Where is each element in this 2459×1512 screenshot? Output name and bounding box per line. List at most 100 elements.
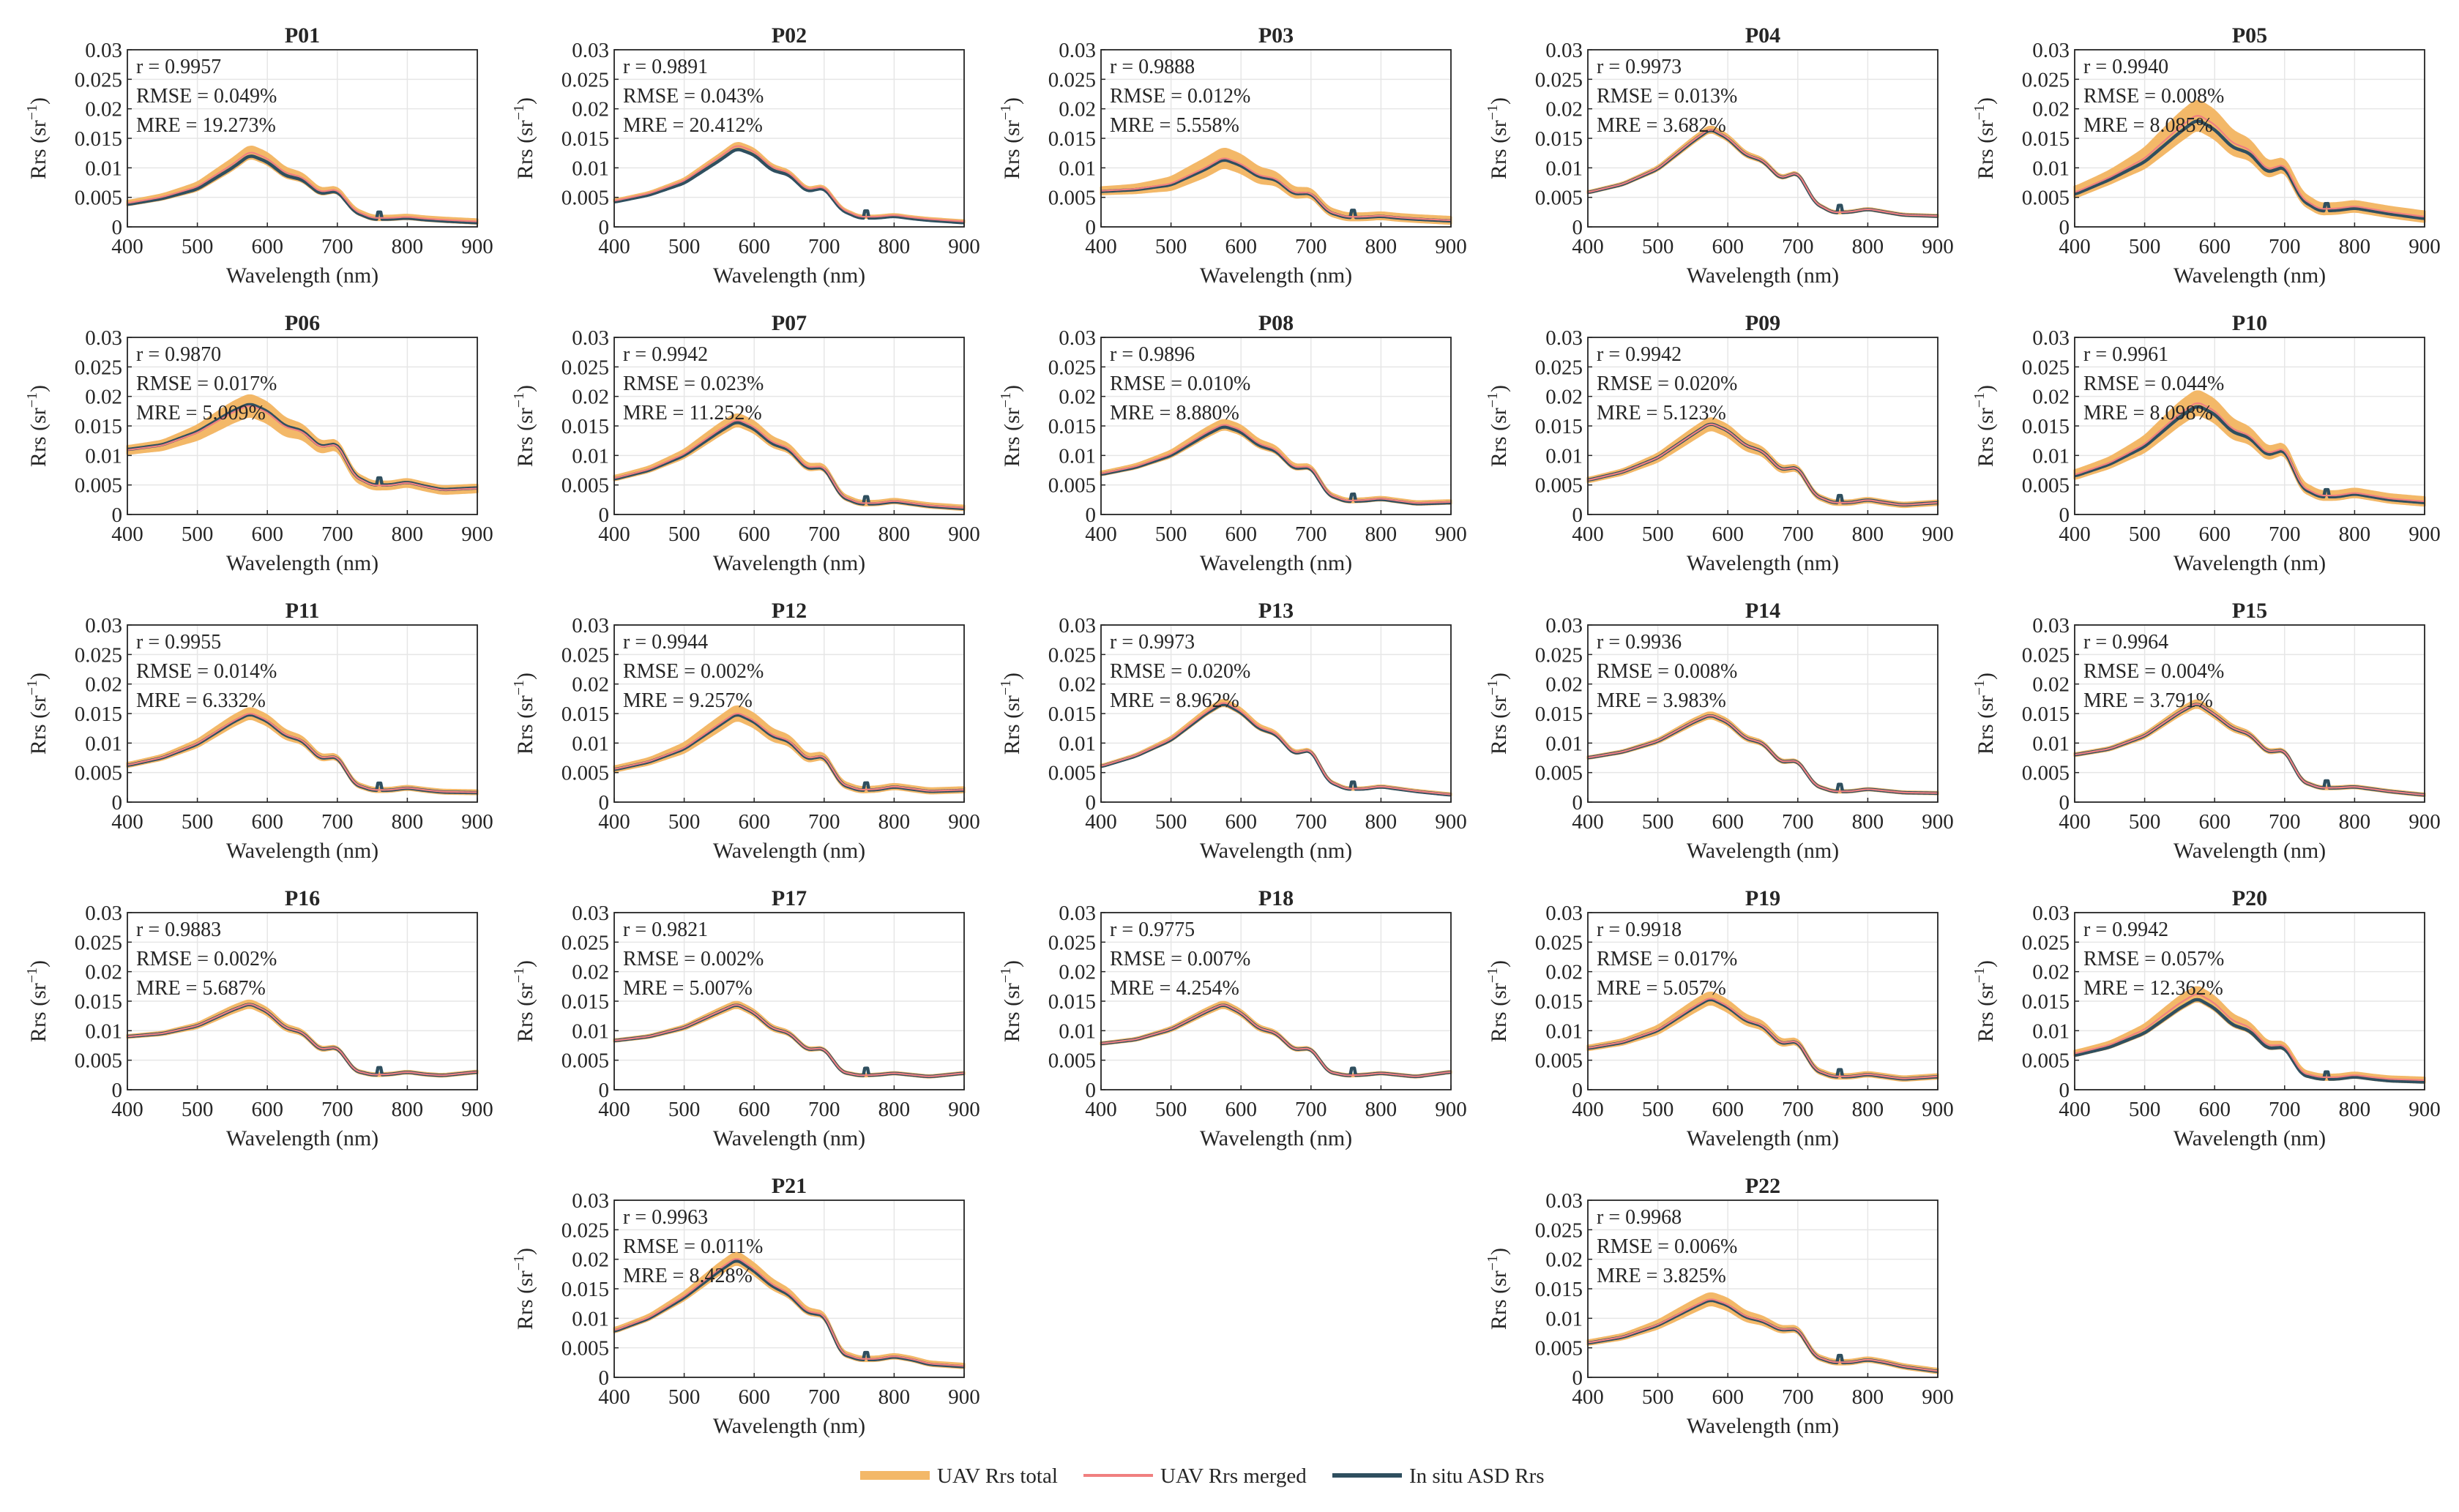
series-uav-rrs-merged [2074, 703, 2425, 796]
stat-r: r = 0.9957 [136, 56, 221, 78]
y-tick-label: 0.015 [561, 127, 609, 151]
panel-p18: 400 500 600 700 800 900 0 0.005 0.01 0.015 0.02 0.0… [998, 886, 1467, 1150]
x-tick-label: 700 [808, 523, 840, 546]
panel-p11: 400 500 600 700 800 900 0 0.005 0.01 0.015 0.02 0.0… [24, 599, 493, 863]
stat-mre: MRE = 8.880% [1110, 402, 1239, 424]
x-axis-label: Wavelength (nm) [226, 1126, 378, 1150]
stat-mre: MRE = 5.558% [1110, 114, 1239, 137]
series-uav-rrs-merged [1100, 702, 1452, 796]
y-tick-label: 0.005 [1048, 474, 1096, 498]
y-tick-label: 0 [599, 504, 610, 527]
series-uav-rrs-merged [613, 145, 965, 222]
x-tick-label: 600 [1225, 1098, 1257, 1121]
y-tick-label: 0.03 [572, 326, 609, 350]
x-tick-label: 900 [1922, 810, 1954, 834]
y-axis-label-exponent: −1 [1971, 680, 1988, 695]
y-tick-label: 0.03 [85, 902, 122, 925]
x-tick-label: 700 [808, 1385, 840, 1409]
y-tick-label: 0.02 [2032, 673, 2070, 697]
stat-rmse: RMSE = 0.011% [623, 1235, 763, 1258]
x-tick-label: 500 [1155, 810, 1187, 834]
y-tick-label: 0.015 [75, 415, 122, 438]
y-tick-label: 0.015 [1048, 415, 1096, 438]
x-tick-label: 500 [2129, 235, 2161, 258]
y-tick-label: 0 [599, 791, 610, 815]
y-tick-label: 0.01 [85, 732, 122, 755]
y-tick-label: 0 [1086, 216, 1097, 239]
stat-mre: MRE = 3.791% [2083, 689, 2213, 712]
x-tick-label: 400 [2059, 523, 2091, 546]
legend-label-asd: In situ ASD Rrs [1409, 1464, 1545, 1488]
y-tick-label: 0.005 [2022, 474, 2070, 498]
y-axis-label-close: ) [513, 385, 537, 392]
stat-mre: MRE = 8.962% [1110, 689, 1239, 712]
y-axis-label-main: Rrs (sr [1487, 120, 1511, 179]
series-uav-rrs-merged [613, 1004, 965, 1077]
y-axis-label-close: ) [513, 97, 537, 105]
y-axis-label-main: Rrs (sr [513, 1270, 537, 1330]
panel-title: P16 [285, 886, 320, 910]
y-axis-label-exponent: −1 [1485, 968, 1501, 983]
y-tick-label: 0.01 [1059, 444, 1096, 468]
y-tick-label: 0 [2059, 791, 2070, 815]
stat-r: r = 0.9896 [1110, 343, 1195, 366]
y-tick-label: 0.03 [572, 614, 609, 637]
stat-rmse: RMSE = 0.008% [2083, 85, 2224, 108]
x-tick-label: 700 [321, 523, 354, 546]
y-tick-label: 0.02 [2032, 961, 2070, 984]
x-axis-label: Wavelength (nm) [1200, 263, 1352, 288]
y-tick-label: 0 [2059, 216, 2070, 239]
x-tick-label: 500 [1642, 810, 1674, 834]
x-tick-label: 700 [2269, 523, 2301, 546]
stat-rmse: RMSE = 0.020% [1110, 660, 1250, 683]
panel-title: P05 [2232, 23, 2267, 48]
stat-mre: MRE = 20.412% [623, 114, 763, 137]
panel-title: P07 [772, 311, 807, 335]
x-tick-label: 500 [1642, 1385, 1674, 1409]
x-tick-label: 900 [1922, 235, 1954, 258]
x-tick-label: 900 [948, 810, 980, 834]
series-uav-rrs-merged [1587, 1298, 1939, 1372]
y-tick-label: 0.03 [2032, 902, 2070, 925]
y-tick-label: 0.025 [561, 356, 609, 379]
x-tick-label: 500 [2129, 1098, 2161, 1121]
stat-r: r = 0.9942 [1597, 343, 1682, 366]
y-axis-label: Rrs (sr−1) [1971, 385, 1998, 467]
legend-box [820, 1456, 1611, 1492]
x-tick-label: 400 [1085, 523, 1117, 546]
y-tick-label: 0.03 [1545, 1189, 1583, 1213]
x-tick-label: 800 [2339, 810, 2371, 834]
y-axis-label-main: Rrs (sr [1487, 983, 1511, 1042]
x-tick-label: 400 [598, 1098, 630, 1121]
x-tick-label: 500 [668, 1098, 701, 1121]
x-tick-label: 700 [808, 1098, 840, 1121]
x-tick-label: 400 [111, 810, 143, 834]
y-tick-label: 0.03 [85, 39, 122, 62]
x-tick-label: 800 [878, 1385, 911, 1409]
stat-rmse: RMSE = 0.044% [2083, 373, 2224, 395]
stat-r: r = 0.9961 [2083, 343, 2168, 366]
stat-mre: MRE = 11.252% [623, 402, 762, 424]
y-axis-label: Rrs (sr−1) [24, 385, 51, 467]
panel-p16: 400 500 600 700 800 900 0 0.005 0.01 0.015 0.02 0.0… [24, 886, 493, 1150]
panel-p05: 400 500 600 700 800 900 0 0.005 0.01 0.015 0.02 0.0… [1971, 23, 2441, 288]
x-tick-label: 600 [738, 1385, 770, 1409]
x-tick-label: 800 [878, 810, 911, 834]
x-axis-label: Wavelength (nm) [1687, 1414, 1839, 1438]
y-axis-label: Rrs (sr−1) [24, 960, 51, 1042]
x-tick-label: 400 [1572, 1098, 1604, 1121]
y-tick-label: 0.005 [75, 1049, 122, 1073]
y-tick-label: 0.03 [1545, 39, 1583, 62]
y-tick-label: 0.02 [2032, 386, 2070, 409]
y-tick-label: 0 [112, 791, 123, 815]
stat-r: r = 0.9955 [136, 631, 221, 654]
y-tick-label: 0.015 [1535, 1278, 1583, 1301]
y-axis-label-close: ) [513, 673, 537, 680]
stat-rmse: RMSE = 0.049% [136, 85, 277, 108]
y-tick-label: 0.01 [1545, 1307, 1583, 1331]
y-tick-label: 0.03 [572, 1189, 609, 1213]
x-tick-label: 500 [2129, 810, 2161, 834]
y-axis-label-main: Rrs (sr [1974, 983, 1998, 1042]
y-tick-label: 0.005 [1048, 187, 1096, 210]
y-tick-label: 0.02 [572, 386, 609, 409]
